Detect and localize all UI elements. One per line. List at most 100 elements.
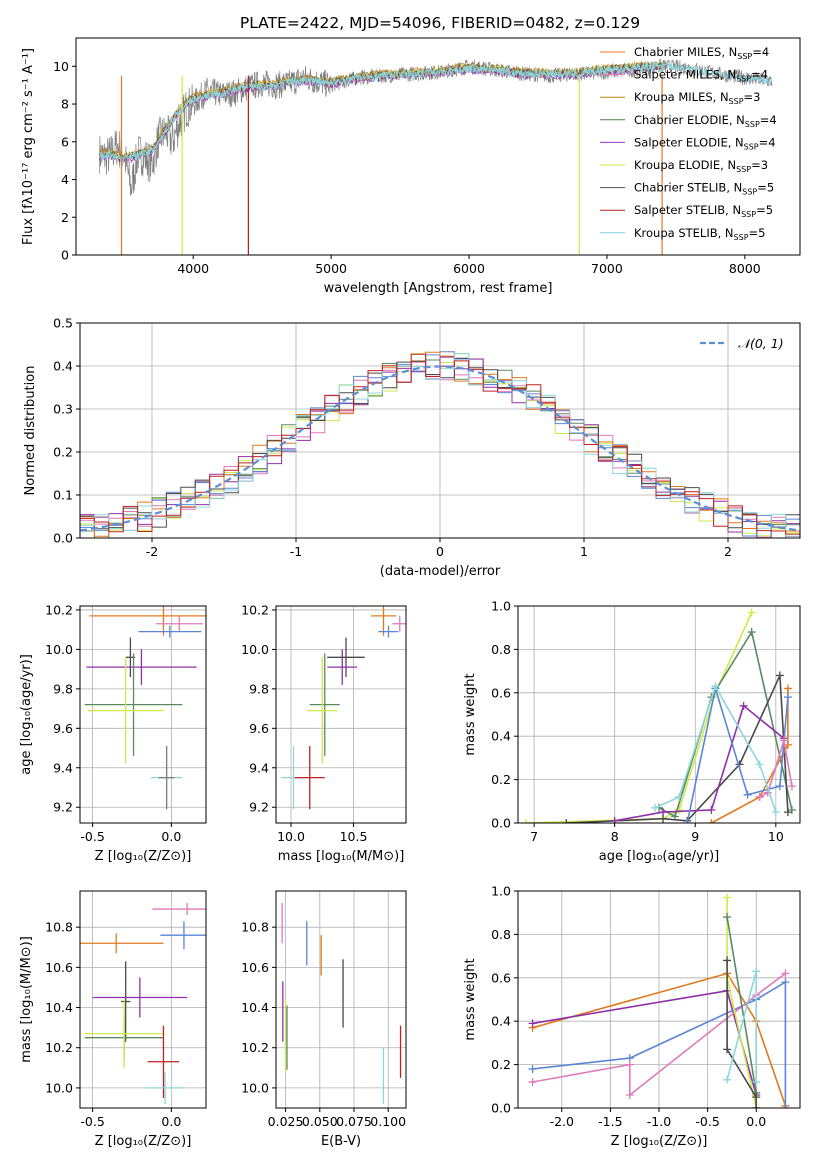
y-tick-label: 9.6 [249, 721, 269, 736]
x-tick-label: 0.0 [746, 1114, 766, 1129]
x-tick-label: -0.5 [695, 1114, 719, 1129]
x-axis-label: Z [log₁₀(Z/Z⊙)] [95, 1134, 192, 1149]
mass-weight-marker [755, 760, 764, 769]
y-tick-label: 10.2 [241, 1040, 269, 1055]
x-axis-label: Z [log₁₀(Z/Z⊙)] [95, 849, 192, 864]
axes-frame [275, 605, 407, 824]
x-tick-label: 0.075 [336, 1114, 372, 1129]
y-tick-label: 10.4 [241, 1000, 269, 1015]
legend-entry: Kroupa ELODIE, NSSP=3 [634, 158, 768, 174]
x-tick-label: 4000 [177, 261, 209, 276]
mass-weight-marker [783, 684, 792, 693]
mass-weight-marker [783, 693, 792, 702]
mass-weight-marker [528, 1019, 537, 1028]
y-tick-label: 0.2 [491, 1057, 511, 1072]
mass-weight-marker [752, 1077, 761, 1086]
y-axis-label: Flux [fλ10⁻¹⁷ erg cm⁻² s⁻¹ A⁻¹] [21, 48, 36, 245]
y-tick-label: 0.3 [53, 402, 73, 417]
y-tick-label: 0.2 [53, 445, 73, 460]
mass-weight-marker [739, 701, 748, 710]
mass-weight-marker [528, 1064, 537, 1073]
y-tick-label: 10.0 [241, 1080, 269, 1095]
axes-frame [517, 605, 801, 824]
x-tick-label: 7 [530, 829, 538, 844]
x-tick-label: 9 [691, 829, 699, 844]
line-plot-area [528, 893, 790, 1108]
axes-frame [275, 890, 407, 1109]
x-tick-label: 10.5 [340, 829, 368, 844]
y-tick-label: 10.0 [241, 642, 269, 657]
mass-weight-marker [683, 819, 692, 823]
legend-entry: Chabrier ELODIE, NSSP=4 [634, 113, 777, 129]
mass-weight-marker [723, 893, 732, 902]
mass-weight-marker [747, 608, 756, 617]
mass-weight-marker [781, 978, 790, 987]
mass-weight-series [654, 684, 777, 813]
x-tick-label: 8000 [729, 261, 761, 276]
mass-weight-vs-age-panel: 7 8 9 10 0.0 0.2 0.4 0.6 0.8 1.0 age [log₁₀(age/yr… [463, 599, 801, 864]
mass-weight-marker [779, 736, 788, 745]
x-tick-label: 5000 [315, 261, 347, 276]
mass-weight-marker [743, 790, 752, 799]
mass-weight-marker [707, 805, 716, 814]
x-tick-label: 0 [436, 544, 444, 559]
normal-distribution-curve [80, 365, 798, 532]
y-tick-label: 0.6 [491, 970, 511, 985]
x-tick-label: -0.5 [80, 829, 104, 844]
legend-entry: Salpeter MILES, NSSP=4 [634, 68, 768, 84]
x-axis-label: age [log₁₀(age/yr)] [599, 849, 720, 864]
y-tick-label: 0.4 [491, 729, 511, 744]
mass-weight-marker [650, 803, 659, 812]
mass-weight-marker [659, 808, 668, 817]
axes-frame [79, 605, 207, 824]
legend-entry: 𝒩(0, 1) [738, 336, 784, 351]
mass-weight-marker [723, 956, 732, 965]
x-tick-label: 8 [611, 829, 619, 844]
y-tick-label: 9.2 [249, 800, 269, 815]
mass-weight-marker [781, 1104, 790, 1108]
mass-weight-marker [752, 1104, 761, 1108]
mass-weight-series [726, 960, 757, 1108]
mass-weight-marker [775, 671, 784, 680]
axes-frame [79, 890, 207, 1109]
mass-weight-marker [771, 808, 780, 817]
mass-weight-marker [775, 782, 784, 791]
y-tick-label: 10.6 [241, 960, 269, 975]
y-tick-label: 0.6 [491, 685, 511, 700]
mass-weight-marker [723, 913, 732, 922]
x-axis-label: E(B-V) [321, 1134, 361, 1149]
y-axis-label: Normed distribution [23, 366, 38, 496]
y-tick-label: 0.0 [491, 1101, 511, 1116]
model-spectrum-kroupa-stelib [99, 61, 773, 164]
x-tick-label: 2 [724, 544, 732, 559]
mass-weight-series [711, 688, 789, 823]
x-axis-label: Z [log₁₀(Z/Z⊙)] [611, 1134, 708, 1149]
scatter-plot-area [281, 606, 406, 810]
y-tick-label: 10.2 [241, 602, 269, 617]
x-tick-label: 0.025 [268, 1114, 304, 1129]
y-tick-label: 10.8 [45, 920, 73, 935]
figure-title: PLATE=2422, MJD=54096, FIBERID=0482, z=0… [240, 14, 640, 32]
x-tick-label: 0.100 [370, 1114, 406, 1129]
y-tick-label: 8 [61, 97, 69, 112]
x-tick-label: -1.0 [647, 1114, 671, 1129]
y-tick-label: 10.2 [45, 602, 73, 617]
mass-weight-marker [723, 1075, 732, 1084]
x-tick-label: 7000 [591, 261, 623, 276]
spectrum-panel: 4000 5000 6000 7000 8000 0 2 4 6 8 10 wavelength [A… [21, 37, 801, 296]
mass-weight-marker [711, 682, 720, 691]
y-tick-label: 10 [53, 59, 69, 74]
legend-entry: Kroupa MILES, NSSP=3 [634, 90, 760, 106]
axes-frame [517, 890, 801, 1109]
y-tick-label: 0 [61, 248, 69, 263]
mass-weight-series [532, 989, 757, 1096]
residual-histogram [80, 353, 800, 538]
mass-weight-marker [783, 808, 792, 817]
y-tick-label: 0.2 [491, 772, 511, 787]
mass-weight-marker [625, 1090, 634, 1099]
y-tick-label: 10.0 [45, 642, 73, 657]
y-axis-label: age [log₁₀(age/yr)] [19, 654, 34, 775]
x-tick-label: -1 [290, 544, 302, 559]
